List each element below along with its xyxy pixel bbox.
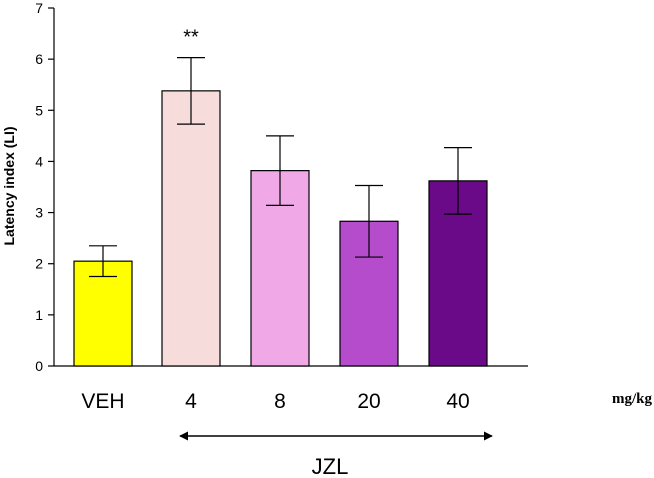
y-tick-label: 0 xyxy=(35,358,43,374)
y-tick-label: 3 xyxy=(35,205,43,221)
x-category-label: 4 xyxy=(185,390,197,413)
y-tick-label: 6 xyxy=(35,51,43,67)
y-tick-label: 4 xyxy=(35,153,43,169)
y-tick-label: 5 xyxy=(35,102,43,118)
x-category-label: 20 xyxy=(357,390,380,413)
significance-marker: ** xyxy=(183,27,199,49)
y-tick-label: 1 xyxy=(35,307,43,323)
annotations: Latency index (LI) mg/kg JZL ** xyxy=(1,27,652,478)
x-unit-label: mg/kg xyxy=(612,391,653,407)
y-tick-label: 2 xyxy=(35,256,43,272)
y-tick-label: 7 xyxy=(35,0,43,16)
x-category-label: 40 xyxy=(446,390,469,413)
group-label: JZL xyxy=(312,454,349,478)
bars: VEH 4 8 20 40 xyxy=(73,57,488,413)
bar xyxy=(73,260,133,367)
x-category-label: 8 xyxy=(274,390,286,413)
bar xyxy=(161,90,221,367)
x-category-label: VEH xyxy=(81,390,124,413)
y-axis-label: Latency index (LI) xyxy=(1,126,17,245)
